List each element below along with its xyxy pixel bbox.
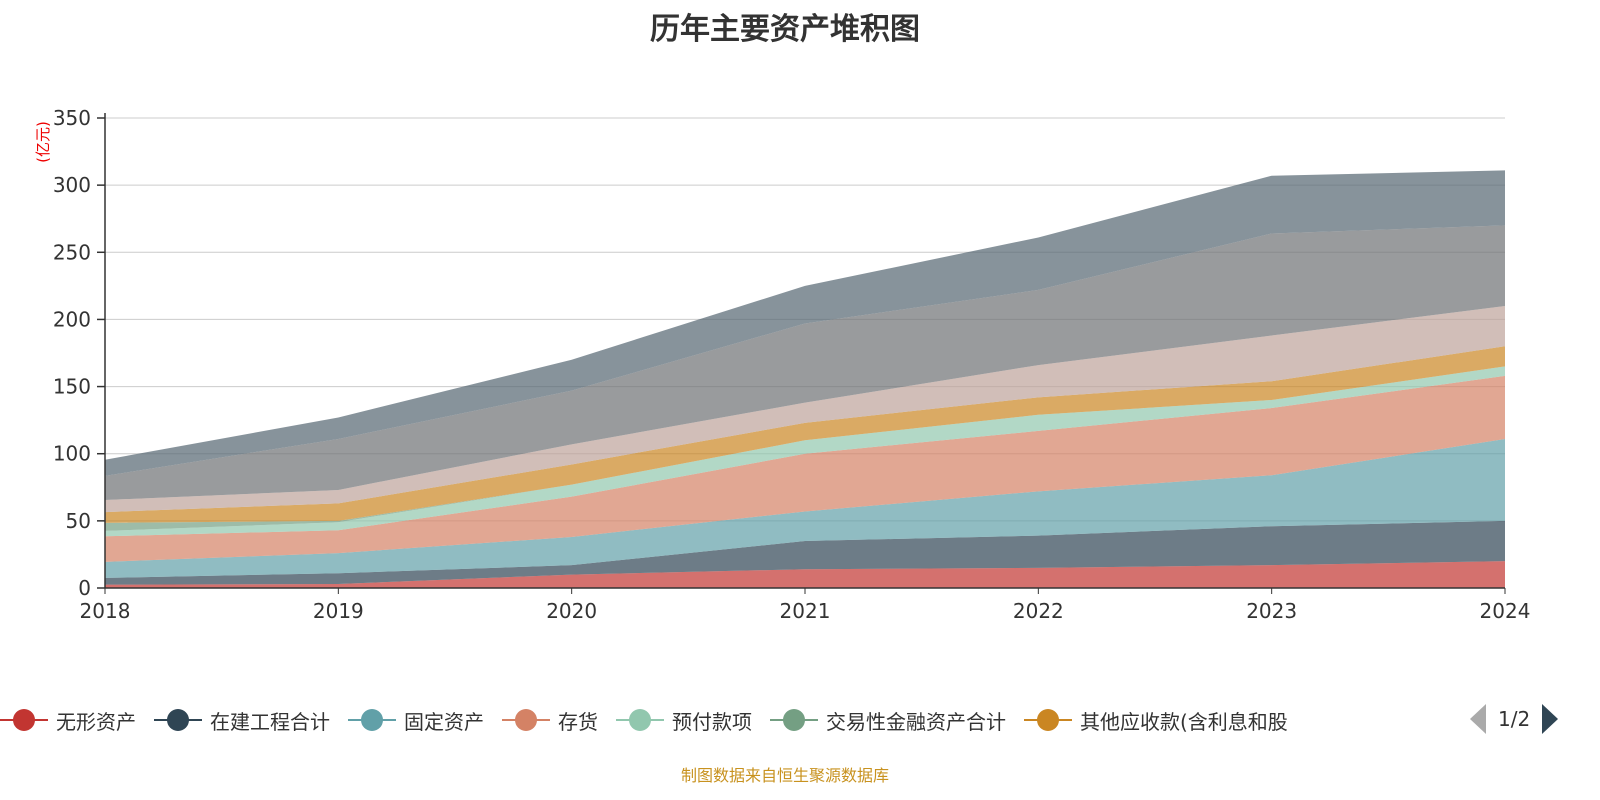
x-tick-label: 2022 — [1013, 599, 1064, 623]
stacked-area-chart: 0 50 100 150 200 250 300 350(亿元) 2018 2019 2020 202… — [34, 106, 1531, 623]
legend-marker-icon — [0, 708, 48, 732]
x-tick-label: 2020 — [546, 599, 597, 623]
area-series-4 — [105, 366, 1505, 537]
legend-item[interactable]: 无形资产 — [0, 706, 136, 735]
x-tick-label: 2019 — [313, 599, 364, 623]
legend-marker-icon — [770, 708, 818, 732]
legend-next-icon[interactable] — [1542, 704, 1559, 734]
y-tick-label: 50 — [66, 509, 91, 533]
legend: 无形资产 在建工程合计 固定资产 存货 预付款项 交易性金融资产合计 其他应收款(含利息和股 — [0, 702, 1470, 738]
legend-item[interactable]: 固定资产 — [348, 706, 484, 735]
legend-label: 存货 — [558, 709, 598, 734]
x-tick-label: 2024 — [1480, 599, 1531, 623]
y-tick-label: 350 — [53, 106, 91, 130]
y-tick-label: 0 — [78, 576, 91, 600]
x-tick-label: 2018 — [80, 599, 131, 623]
source-note: 制图数据来自恒生聚源数据库 — [680, 766, 889, 785]
area-series-7 — [105, 306, 1505, 513]
y-tick-label: 250 — [53, 240, 91, 264]
legend-item[interactable]: 存货 — [502, 706, 598, 735]
x-tick-label: 2021 — [780, 599, 831, 623]
legend-pager: 1/2 — [1470, 704, 1559, 734]
area-series-9 — [105, 170, 1505, 476]
chart-title: 历年主要资产堆积图 — [650, 12, 920, 47]
y-tick-label: 300 — [53, 173, 91, 197]
legend-label: 在建工程合计 — [210, 709, 330, 734]
legend-item[interactable]: 在建工程合计 — [154, 706, 330, 735]
y-tick-label: 100 — [53, 442, 91, 466]
area-series-2 — [105, 438, 1505, 578]
legend-marker-icon — [616, 708, 664, 732]
legend-prev-icon[interactable] — [1470, 704, 1486, 734]
y-tick-label: 200 — [53, 307, 91, 331]
area-series-8 — [105, 225, 1505, 501]
legend-label: 其他应收款(含利息和股 — [1080, 709, 1288, 734]
legend-marker-icon — [502, 708, 550, 732]
y-unit-label: (亿元) — [34, 121, 52, 163]
legend-item[interactable]: 预付款项 — [616, 706, 752, 735]
legend-marker-icon — [154, 708, 202, 732]
area-series-0 — [105, 561, 1505, 588]
legend-page: 1/2 — [1498, 707, 1531, 731]
legend-marker-icon — [1024, 708, 1072, 732]
area-series-3 — [105, 375, 1505, 562]
legend-item[interactable]: 交易性金融资产合计 — [770, 706, 1006, 735]
area-series-1 — [105, 520, 1505, 585]
legend-label: 固定资产 — [404, 709, 484, 734]
legend-label: 交易性金融资产合计 — [826, 709, 1006, 734]
y-tick-label: 150 — [53, 375, 91, 399]
x-tick-label: 2023 — [1246, 599, 1297, 623]
legend-item[interactable]: 其他应收款(含利息和股 — [1024, 706, 1288, 735]
area-series-6 — [105, 346, 1505, 523]
legend-marker-icon — [348, 708, 396, 732]
legend-label: 预付款项 — [672, 709, 752, 734]
legend-label: 无形资产 — [56, 709, 136, 734]
